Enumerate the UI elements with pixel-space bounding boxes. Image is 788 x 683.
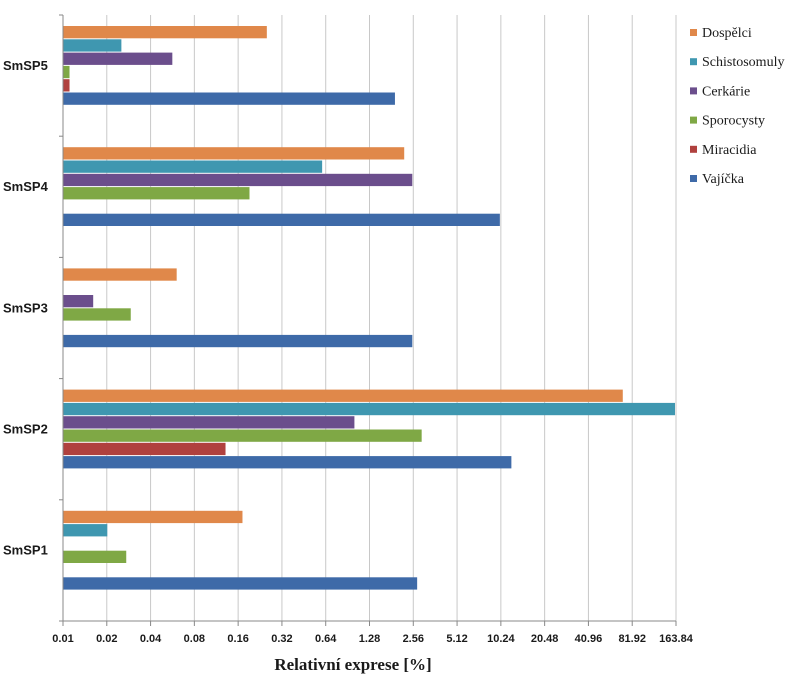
bar: [63, 160, 323, 173]
x-tick-label: 0.02: [96, 633, 117, 645]
bar: [63, 389, 623, 402]
bar: [63, 268, 177, 281]
legend-label: Vajíčka: [702, 172, 745, 187]
legend-swatch: [690, 87, 697, 95]
x-axis-title: Relativní exprese [%]: [274, 655, 431, 674]
x-tick-label: 81.92: [618, 633, 646, 645]
bar: [63, 79, 70, 92]
bar: [63, 402, 676, 416]
category-label: SmSP5: [3, 58, 48, 73]
bar: [63, 26, 267, 39]
category-label: SmSP4: [3, 179, 49, 194]
bar: [63, 39, 122, 52]
x-tick-label: 1.28: [359, 633, 380, 645]
legend-label: Schistosomuly: [702, 55, 784, 70]
legend-swatch: [690, 116, 697, 124]
bar: [63, 577, 418, 590]
bar: [63, 416, 355, 429]
x-tick-label: 0.04: [140, 633, 162, 645]
bars: [63, 26, 676, 590]
x-tick-label: 2.56: [403, 633, 424, 645]
legend-swatch: [690, 145, 697, 153]
bar: [63, 92, 395, 105]
bar: [63, 65, 70, 79]
bar: [63, 173, 413, 187]
x-tick-label: 163.84: [659, 633, 694, 645]
legend-swatch: [690, 175, 697, 182]
x-tick-label: 0.64: [315, 633, 337, 645]
legend-swatch: [690, 58, 697, 66]
bar: [63, 510, 243, 524]
category-label: SmSP2: [3, 422, 48, 437]
legend-label: Cerkárie: [702, 84, 750, 99]
bar: [63, 550, 127, 563]
bar: [63, 147, 405, 160]
bar: [63, 213, 500, 226]
category-label: SmSP3: [3, 300, 48, 315]
bar: [63, 429, 422, 442]
x-tick-label: 10.24: [487, 633, 515, 645]
axes: 0.01 0.02 0.04 0.08 0.16 0.32 0.64 1.28 2.56 5.12…: [3, 14, 694, 645]
bar: [63, 524, 108, 537]
x-tick-label: 0.16: [227, 633, 248, 645]
legend-label: Dospělci: [702, 26, 752, 41]
bar: [63, 334, 413, 348]
x-tick-label: 0.08: [184, 633, 205, 645]
bar: [63, 308, 131, 321]
legend-label: Sporocysty: [702, 114, 765, 129]
x-tick-label: 0.01: [52, 633, 73, 645]
bar: [63, 187, 250, 200]
x-tick-label: 0.32: [271, 633, 292, 645]
bar: [63, 52, 173, 65]
legend-swatch: [690, 29, 697, 36]
bar: [63, 295, 94, 308]
gridlines: [106, 15, 677, 621]
x-tick-label: 5.12: [446, 633, 467, 645]
bar: [63, 456, 512, 469]
bar: [63, 442, 226, 456]
legend: Dospělci Schistosomuly Cerkárie Sporocysty M…: [690, 26, 784, 187]
x-tick-label: 40.96: [575, 633, 603, 645]
legend-label: Miracidia: [702, 143, 757, 158]
category-label: SmSP1: [3, 543, 48, 558]
x-tick-label: 20.48: [531, 633, 559, 645]
